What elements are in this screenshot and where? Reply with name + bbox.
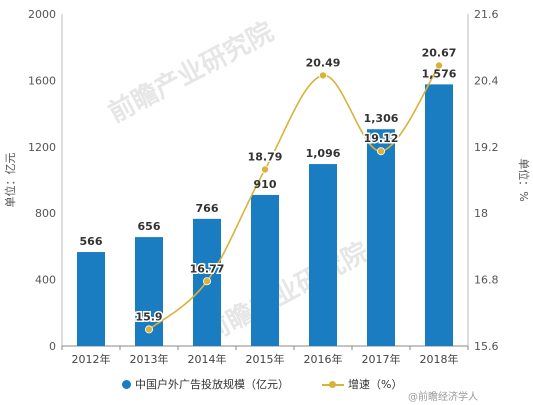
y2-axis-title: 单位：% <box>517 158 531 201</box>
bar <box>425 84 453 346</box>
line-point <box>434 61 443 70</box>
bar-value-label: 1,096 <box>306 147 341 160</box>
bar-value-label: 766 <box>196 202 219 215</box>
y-axis-title: 单位：亿元 <box>3 153 17 208</box>
bar-value-label: 1,576 <box>422 67 457 80</box>
line-value-label: 15.9 <box>135 310 162 323</box>
bar <box>309 164 337 346</box>
legend-line-marker <box>322 380 344 389</box>
line-value-label: 20.67 <box>422 46 457 59</box>
y2-tick-label: 16.8 <box>474 274 499 287</box>
legend-bar-label: 中国户外广告投放规模（亿元） <box>135 378 289 391</box>
y2-tick-label: 21.6 <box>474 8 499 21</box>
bar <box>77 252 105 346</box>
y-tick-label: 0 <box>49 340 56 353</box>
y-tick-label: 800 <box>35 207 56 220</box>
y-tick-label: 2000 <box>28 8 56 21</box>
x-tick-label: 2013年 <box>130 352 169 366</box>
bar <box>367 129 395 346</box>
legend-item-bar: 中国户外广告投放规模（亿元） <box>122 376 289 392</box>
watermark-text: 前瞻产业研究院 <box>198 236 373 349</box>
line-point <box>144 325 153 334</box>
y2-tick-label: 15.6 <box>474 340 499 353</box>
line-point <box>260 165 269 174</box>
watermark-text: 前瞻产业研究院 <box>103 16 278 129</box>
x-tick-label: 2018年 <box>420 352 459 366</box>
data-labels: 566 656 766 910 1,096 1,306 1,576 15.9 16.77 18.7… <box>80 45 458 325</box>
y2-tick-label: 20.4 <box>474 74 499 87</box>
legend-bar-marker <box>122 380 131 389</box>
axes: 0 400 800 1200 1600 2000 15.6 16.8 18 19.2 20.4 21.… <box>3 8 531 366</box>
bar-value-label: 656 <box>138 220 161 233</box>
line-series <box>144 61 443 334</box>
x-tick-label: 2016年 <box>304 352 343 366</box>
line-point <box>376 147 385 156</box>
bar <box>251 194 279 346</box>
line-point <box>318 71 327 80</box>
bar-value-label: 910 <box>254 178 277 191</box>
footer-watermark: @前瞻经济学人 <box>408 392 478 403</box>
y2-tick-label: 18 <box>474 207 488 220</box>
line-value-label: 16.77 <box>190 262 225 275</box>
y2-tick-label: 19.2 <box>474 141 499 154</box>
line-value-label: 19.12 <box>364 132 399 145</box>
legend: 中国户外广告投放规模（亿元） 增速（%） <box>0 376 533 398</box>
legend-item-line: 增速（%） <box>322 376 402 392</box>
bar-series <box>77 84 453 346</box>
x-tick-label: 2017年 <box>362 352 401 366</box>
line-value-label: 18.79 <box>248 150 283 163</box>
y-tick-label: 1200 <box>28 141 56 154</box>
y-tick-label: 400 <box>35 274 56 287</box>
bar-value-label: 566 <box>80 235 103 248</box>
x-tick-label: 2012年 <box>72 352 111 366</box>
y-tick-label: 1600 <box>28 74 56 87</box>
x-tick-label: 2015年 <box>246 352 285 366</box>
line-value-label: 20.49 <box>306 56 341 69</box>
x-tick-label: 2014年 <box>188 352 227 366</box>
bar-value-label: 1,306 <box>364 112 399 125</box>
legend-line-label: 增速（%） <box>348 378 403 391</box>
line-point <box>202 277 211 286</box>
